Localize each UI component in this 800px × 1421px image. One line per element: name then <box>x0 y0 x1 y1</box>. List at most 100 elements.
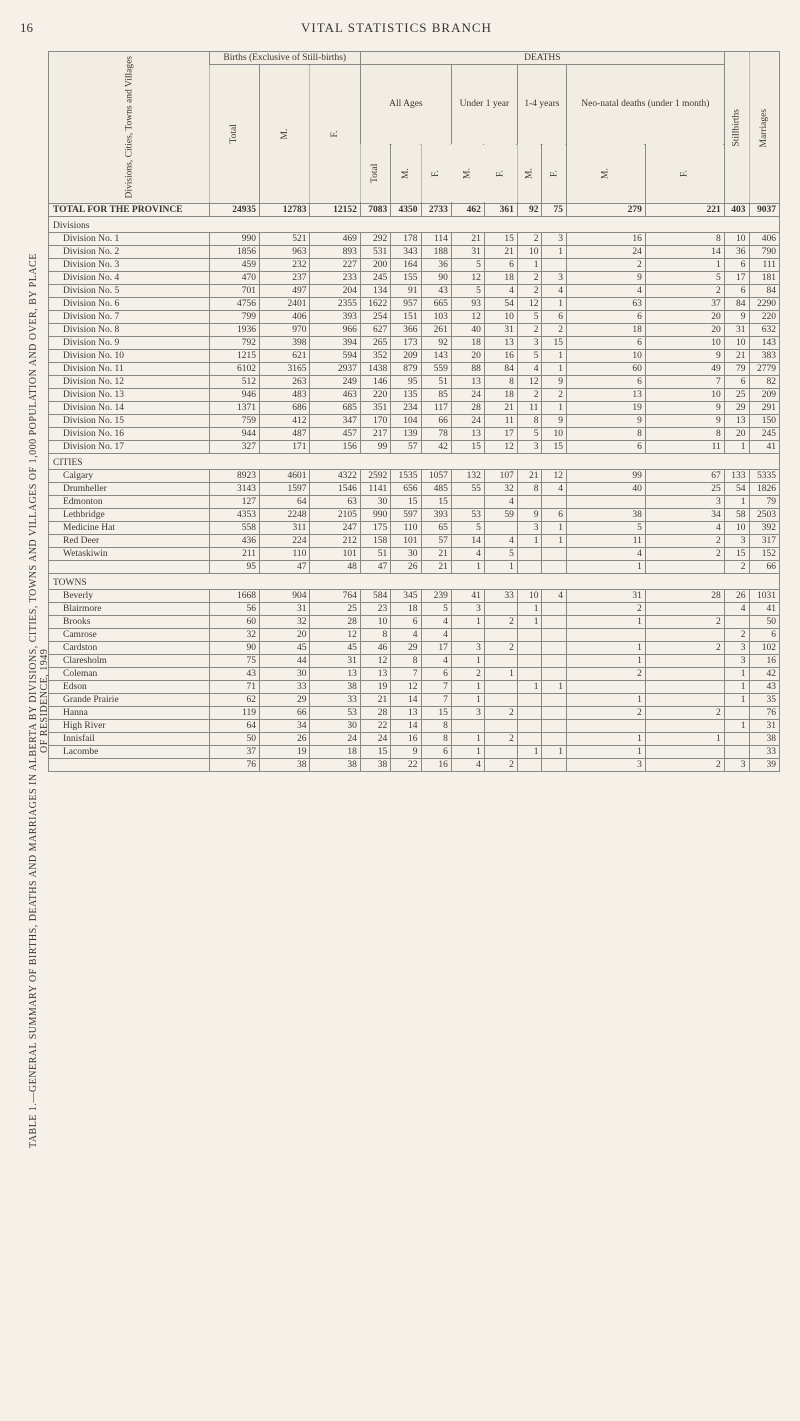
cell: 24 <box>566 245 645 258</box>
cell: 33 <box>310 693 360 706</box>
cell: 4 <box>542 589 567 602</box>
cell <box>484 719 517 732</box>
cell: 2 <box>724 560 749 573</box>
cell: 24 <box>451 388 484 401</box>
cell: 38 <box>566 508 645 521</box>
cell: 1 <box>724 693 749 706</box>
row-label <box>49 758 210 771</box>
cell: 597 <box>391 508 421 521</box>
cell <box>645 719 724 732</box>
cell <box>542 732 567 745</box>
row-label: Innisfail <box>49 732 210 745</box>
cell: 64 <box>209 719 259 732</box>
cell: 38 <box>360 758 390 771</box>
cell: 9 <box>517 508 542 521</box>
cell: 6 <box>724 284 749 297</box>
cell: 20 <box>260 628 310 641</box>
table-caption: TABLE 1.—GENERAL SUMMARY OF BIRTHS, DEAT… <box>28 251 50 1151</box>
col-births-m: M. <box>260 65 310 204</box>
row-label: Blairmore <box>49 602 210 615</box>
vital-stats-table: Divisions, Cities, Towns and Villages Bi… <box>48 51 780 772</box>
row-label: Division No. 7 <box>49 310 210 323</box>
cell: 1 <box>451 560 484 573</box>
cell: 17 <box>484 427 517 440</box>
cell: 4 <box>542 284 567 297</box>
cell: 31 <box>484 323 517 336</box>
cell: 347 <box>310 414 360 427</box>
cell: 53 <box>310 706 360 719</box>
row-label: Division No. 13 <box>49 388 210 401</box>
cell: 2 <box>645 706 724 719</box>
cell: 65 <box>421 521 451 534</box>
cell <box>566 680 645 693</box>
cell: 2 <box>645 284 724 297</box>
cell: 2 <box>542 323 567 336</box>
cell <box>542 758 567 771</box>
cell: 1 <box>645 258 724 271</box>
cell: 13 <box>360 667 390 680</box>
cell: 392 <box>749 521 779 534</box>
row-label: Edmonton <box>49 495 210 508</box>
col-14-m: M. <box>517 144 542 203</box>
cell: 8 <box>517 482 542 495</box>
row-label: Coleman <box>49 667 210 680</box>
cell: 15 <box>542 336 567 349</box>
cell: 393 <box>310 310 360 323</box>
cell: 13 <box>310 667 360 680</box>
cell: 33 <box>749 745 779 758</box>
cell: 1 <box>542 297 567 310</box>
cell: 764 <box>310 589 360 602</box>
cell: 9 <box>566 414 645 427</box>
cell: 58 <box>724 508 749 521</box>
cell: 75 <box>542 203 567 216</box>
cell: 512 <box>209 375 259 388</box>
cell: 17 <box>724 271 749 284</box>
cell: 4 <box>724 602 749 615</box>
cell: 2 <box>724 628 749 641</box>
cell: 361 <box>484 203 517 216</box>
cell: 20 <box>645 310 724 323</box>
cell: 963 <box>260 245 310 258</box>
cell <box>484 680 517 693</box>
cell: 29 <box>260 693 310 706</box>
cell: 6 <box>421 667 451 680</box>
cell: 36 <box>724 245 749 258</box>
cell: 10 <box>517 589 542 602</box>
row-label: Brooks <box>49 615 210 628</box>
cell: 16 <box>421 758 451 771</box>
cell: 37 <box>645 297 724 310</box>
cell: 245 <box>749 427 779 440</box>
cell: 29 <box>724 401 749 414</box>
cell: 12 <box>451 310 484 323</box>
cell: 9 <box>724 310 749 323</box>
cell <box>451 719 484 732</box>
cell: 1 <box>566 560 645 573</box>
cell: 28 <box>645 589 724 602</box>
cell <box>451 628 484 641</box>
cell: 6 <box>421 745 451 758</box>
cell <box>645 667 724 680</box>
cell: 11 <box>566 534 645 547</box>
cell: 6 <box>566 336 645 349</box>
page-title: VITAL STATISTICS BRANCH <box>33 20 760 36</box>
cell: 311 <box>260 521 310 534</box>
cell: 1622 <box>360 297 390 310</box>
cell: 6 <box>542 310 567 323</box>
row-label: Division No. 9 <box>49 336 210 349</box>
cell: 43 <box>209 667 259 680</box>
cell: 254 <box>360 310 390 323</box>
cell: 12152 <box>310 203 360 216</box>
cell: 227 <box>310 258 360 271</box>
cell: 38 <box>749 732 779 745</box>
cell: 970 <box>260 323 310 336</box>
cell: 92 <box>517 203 542 216</box>
cell: 92 <box>421 336 451 349</box>
cell: 366 <box>391 323 421 336</box>
cell: 3 <box>517 440 542 453</box>
row-label: Division No. 6 <box>49 297 210 310</box>
cell: 8 <box>421 719 451 732</box>
cell: 2 <box>484 758 517 771</box>
cell: 6 <box>566 375 645 388</box>
cell: 263 <box>260 375 310 388</box>
cell: 4756 <box>209 297 259 310</box>
